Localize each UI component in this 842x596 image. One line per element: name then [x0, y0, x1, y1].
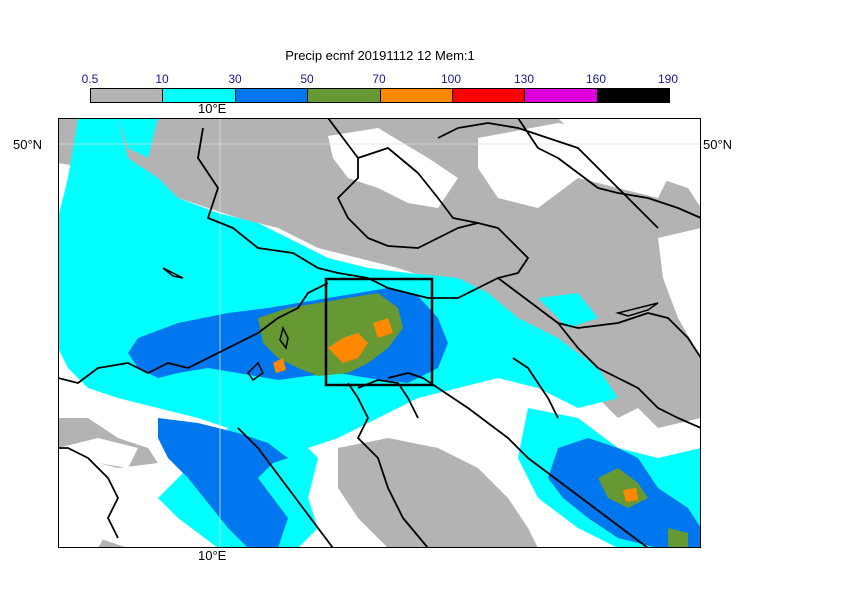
country-borders [58, 118, 701, 548]
legend-tick: 10 [155, 72, 169, 86]
longitude-label-top: 10°E [198, 101, 227, 116]
legend-swatch-5 [452, 89, 526, 102]
map-frame [58, 118, 701, 548]
graticule [58, 118, 701, 548]
legend-tick: 30 [228, 72, 242, 86]
legend-tick: 130 [513, 72, 535, 86]
legend-swatch-3 [308, 89, 381, 102]
legend-tick: 50 [300, 72, 314, 86]
legend-tick: 0.5 [81, 72, 99, 86]
legend-swatch-0 [91, 89, 164, 102]
region-box [324, 277, 434, 387]
legend-swatch-6 [525, 89, 598, 102]
longitude-label-bottom: 10°E [198, 548, 227, 563]
precip-area-very-heavy [273, 318, 638, 502]
legend-tick: 70 [372, 72, 386, 86]
legend-tick: 160 [585, 72, 607, 86]
lakes [162, 267, 659, 382]
color-legend-bar [90, 88, 670, 103]
legend-tick: 190 [657, 72, 679, 86]
precipitation-map [58, 118, 701, 548]
legend-swatch-2 [235, 89, 309, 102]
latitude-label-right: 50°N [703, 137, 733, 152]
legend-tick: 100 [440, 72, 462, 86]
map-title: Precip ecmf 20191112 12 Mem:1 [285, 48, 475, 63]
legend-swatch-4 [380, 89, 453, 102]
legend-swatch-1 [163, 89, 236, 102]
latitude-label-left: 50°N [13, 137, 43, 152]
legend-swatch-7 [597, 89, 669, 102]
